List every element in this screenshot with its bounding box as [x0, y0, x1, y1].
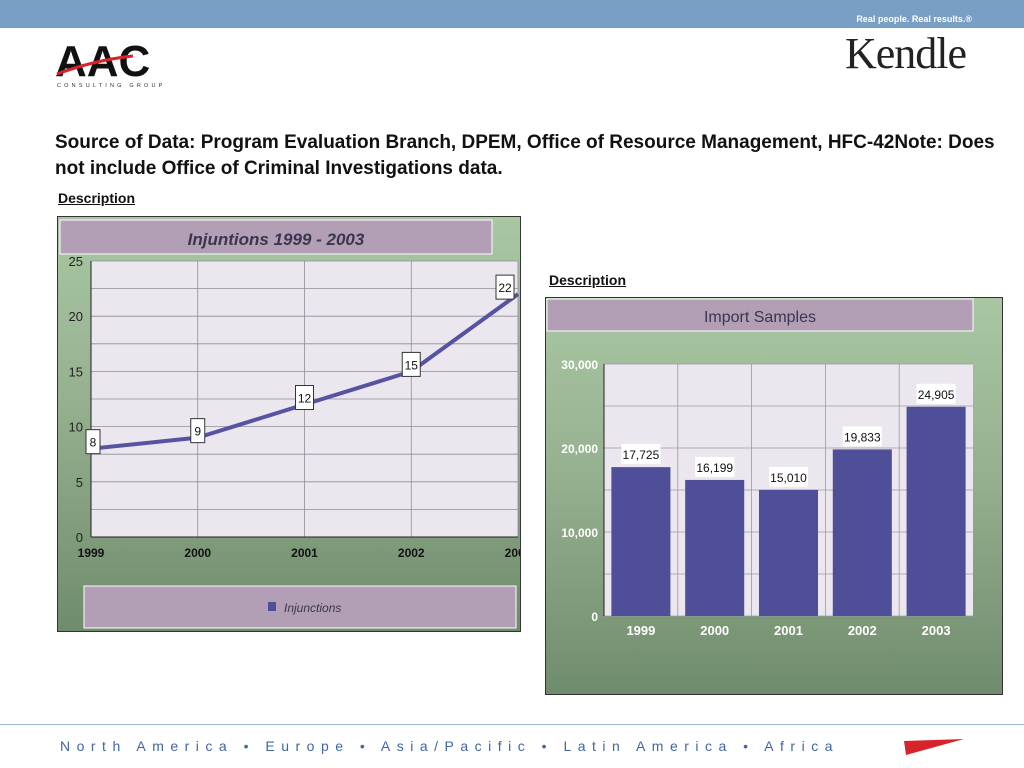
line-y-tick-label: 20: [69, 309, 83, 324]
line-y-tick-label: 15: [69, 364, 83, 379]
injunctions-chart: Injuntions 1999 - 2003 0 5 10 15 20 25 1999 200…: [57, 216, 532, 632]
aac-logo: AAC CONSULTING GROUP: [55, 38, 166, 89]
bar-chart-title-band: [546, 298, 974, 332]
source-of-data-text: Source of Data: Program Evaluation Branc…: [55, 132, 995, 179]
bar-chart-title: Import Samples: [704, 309, 816, 326]
bar: [758, 489, 819, 616]
line-x-tick-label: 2002: [398, 546, 425, 560]
line-data-label-box: [190, 418, 206, 444]
line-data-label: 12: [298, 392, 312, 406]
bar-y-tick-label: 30,000: [561, 358, 598, 372]
line-chart-legend-band: [83, 585, 517, 629]
bar: [685, 479, 745, 616]
line-data-label: 9: [194, 425, 201, 439]
line-data-label: 15: [405, 358, 419, 372]
import-samples-chart: Import Samples 0 10,000 20,000 30,000 17,725…: [545, 297, 1003, 695]
tagline: Real people. Real results.®: [856, 14, 972, 24]
bar-data-label: 17,725: [623, 448, 660, 462]
bar: [906, 406, 966, 616]
top-banner: [0, 0, 1024, 28]
line-y-tick-label: 0: [76, 530, 83, 545]
bar-x-tick-label: 2002: [848, 623, 877, 638]
description-link-right[interactable]: Description: [549, 272, 627, 288]
bar-x-tick-label: 2003: [922, 623, 951, 638]
line-data-label: 22: [498, 281, 512, 295]
kendle-logo: Kendle: [845, 29, 967, 78]
import-samples-chart-svg: Import Samples 0 10,000 20,000 30,000 17,725…: [546, 298, 974, 638]
line-chart-title: Injuntions 1999 - 2003: [188, 230, 365, 249]
bar: [611, 467, 671, 616]
footer-regions: North America • Europe • Asia/Pacific • …: [60, 738, 839, 754]
bar-x-tick-label: 2001: [774, 623, 803, 638]
bar-data-label: 19,833: [844, 430, 881, 444]
bar-y-tick-label: 20,000: [561, 442, 598, 456]
injunctions-chart-svg: Injuntions 1999 - 2003 0 5 10 15 20 25 1999 200…: [59, 219, 532, 629]
line-data-label-box: [495, 274, 515, 300]
bar-y-tick-label: 10,000: [561, 526, 598, 540]
line-x-tick-label: 1999: [78, 546, 105, 560]
bar-data-label-box: [621, 444, 661, 465]
line-y-tick-label: 25: [69, 254, 83, 269]
legend-label-injunctions: Injunctions: [284, 601, 341, 615]
line-y-tick-label: 10: [69, 420, 83, 435]
bar-data-label-box: [768, 466, 809, 487]
bar-data-label-box: [695, 456, 735, 477]
legend-swatch-injunctions: [268, 602, 276, 611]
bar: [832, 449, 892, 616]
line-data-label-box: [401, 351, 421, 377]
footer-flag-icon: [904, 739, 964, 755]
bar-data-label: 24,905: [918, 388, 955, 402]
line-chart-title-band: [59, 219, 493, 255]
line-data-label-box: [85, 429, 101, 455]
line-y-tick-label: 5: [76, 475, 83, 490]
aac-swoosh: [56, 54, 134, 76]
description-link-left[interactable]: Description: [58, 190, 136, 206]
bar-data-label-box: [842, 426, 882, 447]
line-data-label-box: [295, 385, 314, 411]
line-data-label: 8: [90, 436, 97, 450]
bar-x-tick-label: 1999: [626, 623, 655, 638]
line-x-tick-label: 2000: [184, 546, 211, 560]
bar-data-label-box: [916, 383, 956, 404]
bar-x-tick-label: 2000: [700, 623, 729, 638]
aac-logo-sub: CONSULTING GROUP: [57, 83, 166, 89]
line-x-tick-label: 2001: [291, 546, 318, 560]
line-x-tick-label: 2003: [505, 546, 520, 560]
footer-divider: [0, 724, 1024, 725]
bar-data-label: 15,010: [770, 471, 807, 485]
bar-y-tick-label: 0: [591, 610, 598, 624]
bar-data-label: 16,199: [696, 461, 733, 475]
